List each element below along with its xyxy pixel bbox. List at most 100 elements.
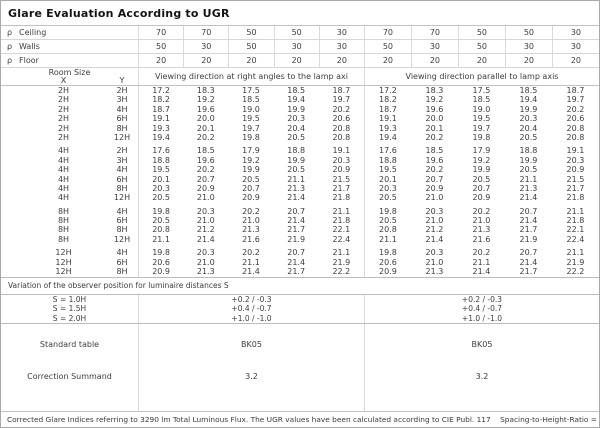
ugr-value: 18.3 [425,86,444,95]
reflectance-value: 50 [228,40,273,53]
room-size-y: 4H [116,104,128,114]
ugr-value: 18.8 [519,146,538,156]
reflectance-value: 50 [273,26,319,39]
ugr-value: 21.7 [287,267,306,277]
ugr-value: 20.7 [196,174,215,184]
room-size-x: 8H [57,206,70,216]
ugr-value: 20.7 [519,248,538,258]
ugr-value: 19.9 [519,104,538,114]
spacer [1,388,138,411]
ugr-value: 21.1 [363,234,411,245]
row-pad [1,105,21,114]
ugr-value: 20.2 [332,104,351,114]
row-pad [1,146,21,155]
ugr-value: 18.7 [566,86,585,95]
ugr-value: 20.8 [566,123,585,133]
ugr-value: 20.3 [519,114,538,124]
reflectance-value: 70 [183,26,228,39]
s-correction-right: +0.2 / -0.3 [364,294,599,305]
reflectance-value: 50 [457,40,505,53]
ugr-value: 20.0 [425,114,444,124]
room-size-x: 12H [55,267,72,277]
ugr-value: 20.7 [287,248,306,258]
ugr-value: 20.5 [287,132,306,142]
ugr-value: 19.5 [363,165,411,175]
ugr-value: 21.5 [332,174,351,184]
s-distance-label: S = 1.5H [52,304,87,314]
ugr-value: 21.9 [287,234,306,244]
ugr-value: 19.2 [425,95,444,105]
ugr-value: 20.2 [425,165,444,175]
ugr-value: 20.3 [425,248,444,258]
room-size-x: 12H [55,248,72,258]
ugr-value: 21.8 [566,193,585,203]
row-pad [1,133,21,142]
ugr-value: 20.7 [287,206,306,216]
reflectance-value: 20 [457,54,505,67]
ugr-value: 21.4 [519,193,538,203]
rho-symbol: ρ [7,42,13,51]
room-size-y: 12H [113,193,131,203]
reflectance-value: 30 [318,26,364,39]
room-size-y: 8H [116,267,128,277]
reflectance-value: 30 [551,26,599,39]
ugr-value: 20.5 [472,174,491,184]
ugr-value: 21.4 [287,257,306,267]
reflectance-value: 50 [138,40,183,53]
table-row: 8H 4H 19.8 20.3 20.2 20.7 21.1 19.8 20.3 20.2 20.7… [1,206,599,217]
reflectance-name: Floor [19,56,39,65]
reflectance-label: ρ Ceiling [1,26,138,39]
room-size-y: 3H [116,95,128,105]
x-column-label: X [60,76,67,85]
room-size-y: 8H [116,123,128,133]
ugr-value: 21.8 [332,216,351,226]
ugr-value: 22.1 [332,225,351,235]
ugr-value: 17.2 [363,86,411,96]
ugr-value: 17.9 [472,146,491,156]
ugr-value: 21.0 [472,216,491,226]
ugr-value: 20.9 [472,193,491,203]
ugr-value: 19.9 [287,104,306,114]
ugr-value: 19.8 [138,206,183,217]
spacer [138,388,364,411]
reflectance-value: 70 [363,26,411,39]
ugr-value: 20.5 [519,132,538,142]
table-row: 4H 2H 17.6 18.5 17.9 18.8 19.1 17.6 18.5 17.9 18.8… [1,146,599,156]
ugr-value: 19.8 [138,248,183,258]
correction-summand-left-value: 3.2 [138,364,364,388]
row-pad [1,86,21,95]
room-size-x: 8H [57,234,70,244]
row-pad [1,114,21,123]
ugr-value: 20.5 [287,165,306,175]
ugr-value: 19.9 [472,165,491,175]
reflectance-value: 30 [551,40,599,53]
reflectance-value: 20 [228,54,273,67]
ugr-value: 20.9 [332,165,351,175]
ugr-value: 18.7 [332,86,351,95]
ugr-value: 20.8 [332,132,351,142]
ugr-value: 19.3 [138,123,183,133]
ugr-value: 19.4 [363,132,411,143]
ugr-value: 20.2 [242,248,260,258]
room-size-y: 8H [116,225,128,235]
table-spacer-row [1,142,599,147]
ugr-value: 20.1 [138,174,183,184]
table-row: 2H 3H 18.2 19.2 18.5 19.4 19.7 18.2 19.2 18.5 19.4… [1,95,599,105]
ugr-value: 21.4 [287,193,306,203]
ugr-value: 20.9 [566,165,585,175]
room-size-x: 2H [57,104,70,114]
ugr-value: 20.2 [242,206,260,216]
row-pad [1,156,21,165]
reflectance-value: 20 [504,54,552,67]
ugr-value: 21.6 [242,234,260,244]
ugr-value: 18.5 [287,86,306,95]
ugr-value: 20.9 [242,193,260,203]
ugr-value: 17.9 [242,146,260,156]
ugr-value: 20.3 [566,155,585,165]
ugr-value: 20.2 [472,248,491,258]
room-size-label: Room Size [48,68,91,77]
ugr-value: 21.1 [242,257,260,267]
reflectance-value: 30 [183,40,228,53]
row-pad [1,124,21,133]
ugr-value: 20.1 [425,123,444,133]
